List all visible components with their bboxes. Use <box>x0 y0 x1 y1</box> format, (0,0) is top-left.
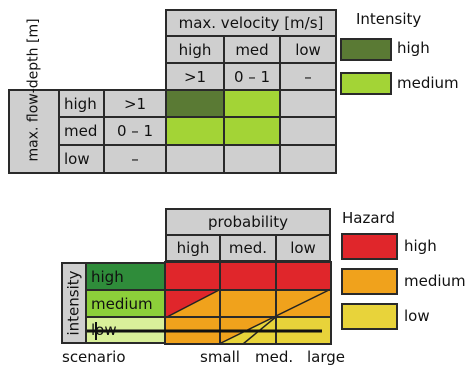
intensity-legend-medium-swatch <box>340 72 392 95</box>
probability-header: probability <box>165 208 331 236</box>
velocity-col-med: med <box>223 35 281 64</box>
hazard-legend-low-swatch <box>341 303 398 330</box>
hazard-legend-medium-swatch <box>341 268 398 295</box>
hazard-zone-high-row1 <box>165 262 331 291</box>
matrix-med-low <box>279 116 337 146</box>
depth-row-med: med <box>58 116 105 146</box>
intensity-header-box: intensity <box>61 262 87 344</box>
probability-col-high: high <box>165 234 221 262</box>
velocity-value-high: >1 <box>165 62 225 91</box>
diagonal-line-1 <box>164 288 222 319</box>
velocity-header: max. velocity [m/s] <box>165 9 337 37</box>
hazard-legend-high-label: high <box>404 237 437 255</box>
matrix-low-low <box>279 144 337 174</box>
depth-value-high: >1 <box>103 89 167 118</box>
intensity-row-medium-label: medium <box>91 294 153 313</box>
probability-col-med: med. <box>219 234 277 262</box>
intensity-row-medium: medium <box>85 289 167 318</box>
intensity-legend-high-label: high <box>397 39 430 57</box>
hazard-legend-title: Hazard <box>342 209 395 227</box>
hazard-legend-high-swatch <box>341 233 398 260</box>
scenario-tick-small: small <box>200 348 240 366</box>
velocity-value-low: – <box>279 62 337 91</box>
intensity-legend-high-swatch <box>340 38 392 61</box>
depth-value-low: – <box>103 144 167 174</box>
depth-row-high: high <box>58 89 105 118</box>
intensity-legend-title: Intensity <box>356 10 422 28</box>
matrix-low-high <box>165 144 225 174</box>
scenario-tick-med: med. <box>255 348 294 366</box>
depth-header-box: max. flow-depth [m] <box>8 18 60 174</box>
intensity-legend-medium-label: medium <box>397 74 459 92</box>
hazard-legend-low-label: low <box>404 307 430 325</box>
scenario-tick-large: large <box>307 348 346 366</box>
scenario-label: scenario <box>62 348 126 366</box>
hazard-legend-medium-label: medium <box>404 272 466 290</box>
intensity-row-high-label: high <box>91 267 124 286</box>
